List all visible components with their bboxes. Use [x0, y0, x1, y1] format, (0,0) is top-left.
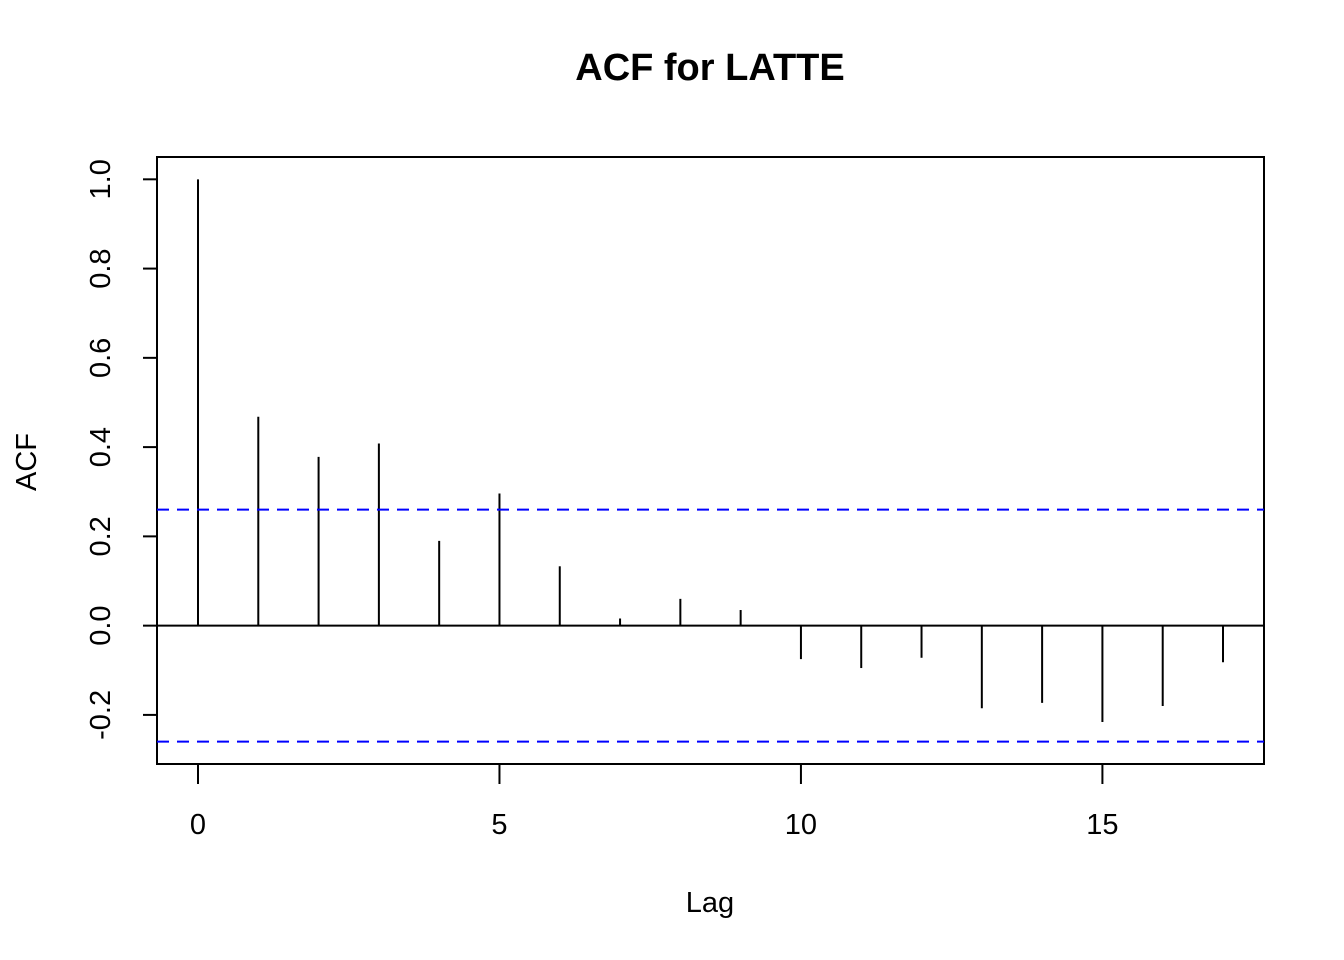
- x-tick-label: 10: [785, 809, 817, 841]
- y-axis-label: ACF: [11, 433, 43, 491]
- x-axis-label: Lag: [686, 887, 734, 919]
- acf-bars: [197, 179, 1224, 723]
- y-tick-label: -0.2: [85, 690, 117, 740]
- x-tick-label: 5: [491, 809, 507, 841]
- plot-frame: [156, 156, 1265, 765]
- y-axis: -0.2 0.0 0.2 0.4 0.6 0.8 1.0: [85, 159, 158, 740]
- y-tick-label: 1.0: [85, 159, 117, 199]
- chart-title: ACF for LATTE: [575, 47, 844, 89]
- y-tick-label: 0.2: [85, 516, 117, 556]
- x-tick-label: 0: [190, 809, 206, 841]
- y-tick-label: 0.0: [85, 605, 117, 645]
- x-axis: 0 5 10 15: [190, 763, 1119, 841]
- y-tick-label: 0.4: [85, 427, 117, 467]
- y-tick-label: 0.6: [85, 338, 117, 378]
- x-tick-label: 15: [1086, 809, 1118, 841]
- reference-lines: [157, 508, 1264, 743]
- y-tick-label: 0.8: [85, 248, 117, 288]
